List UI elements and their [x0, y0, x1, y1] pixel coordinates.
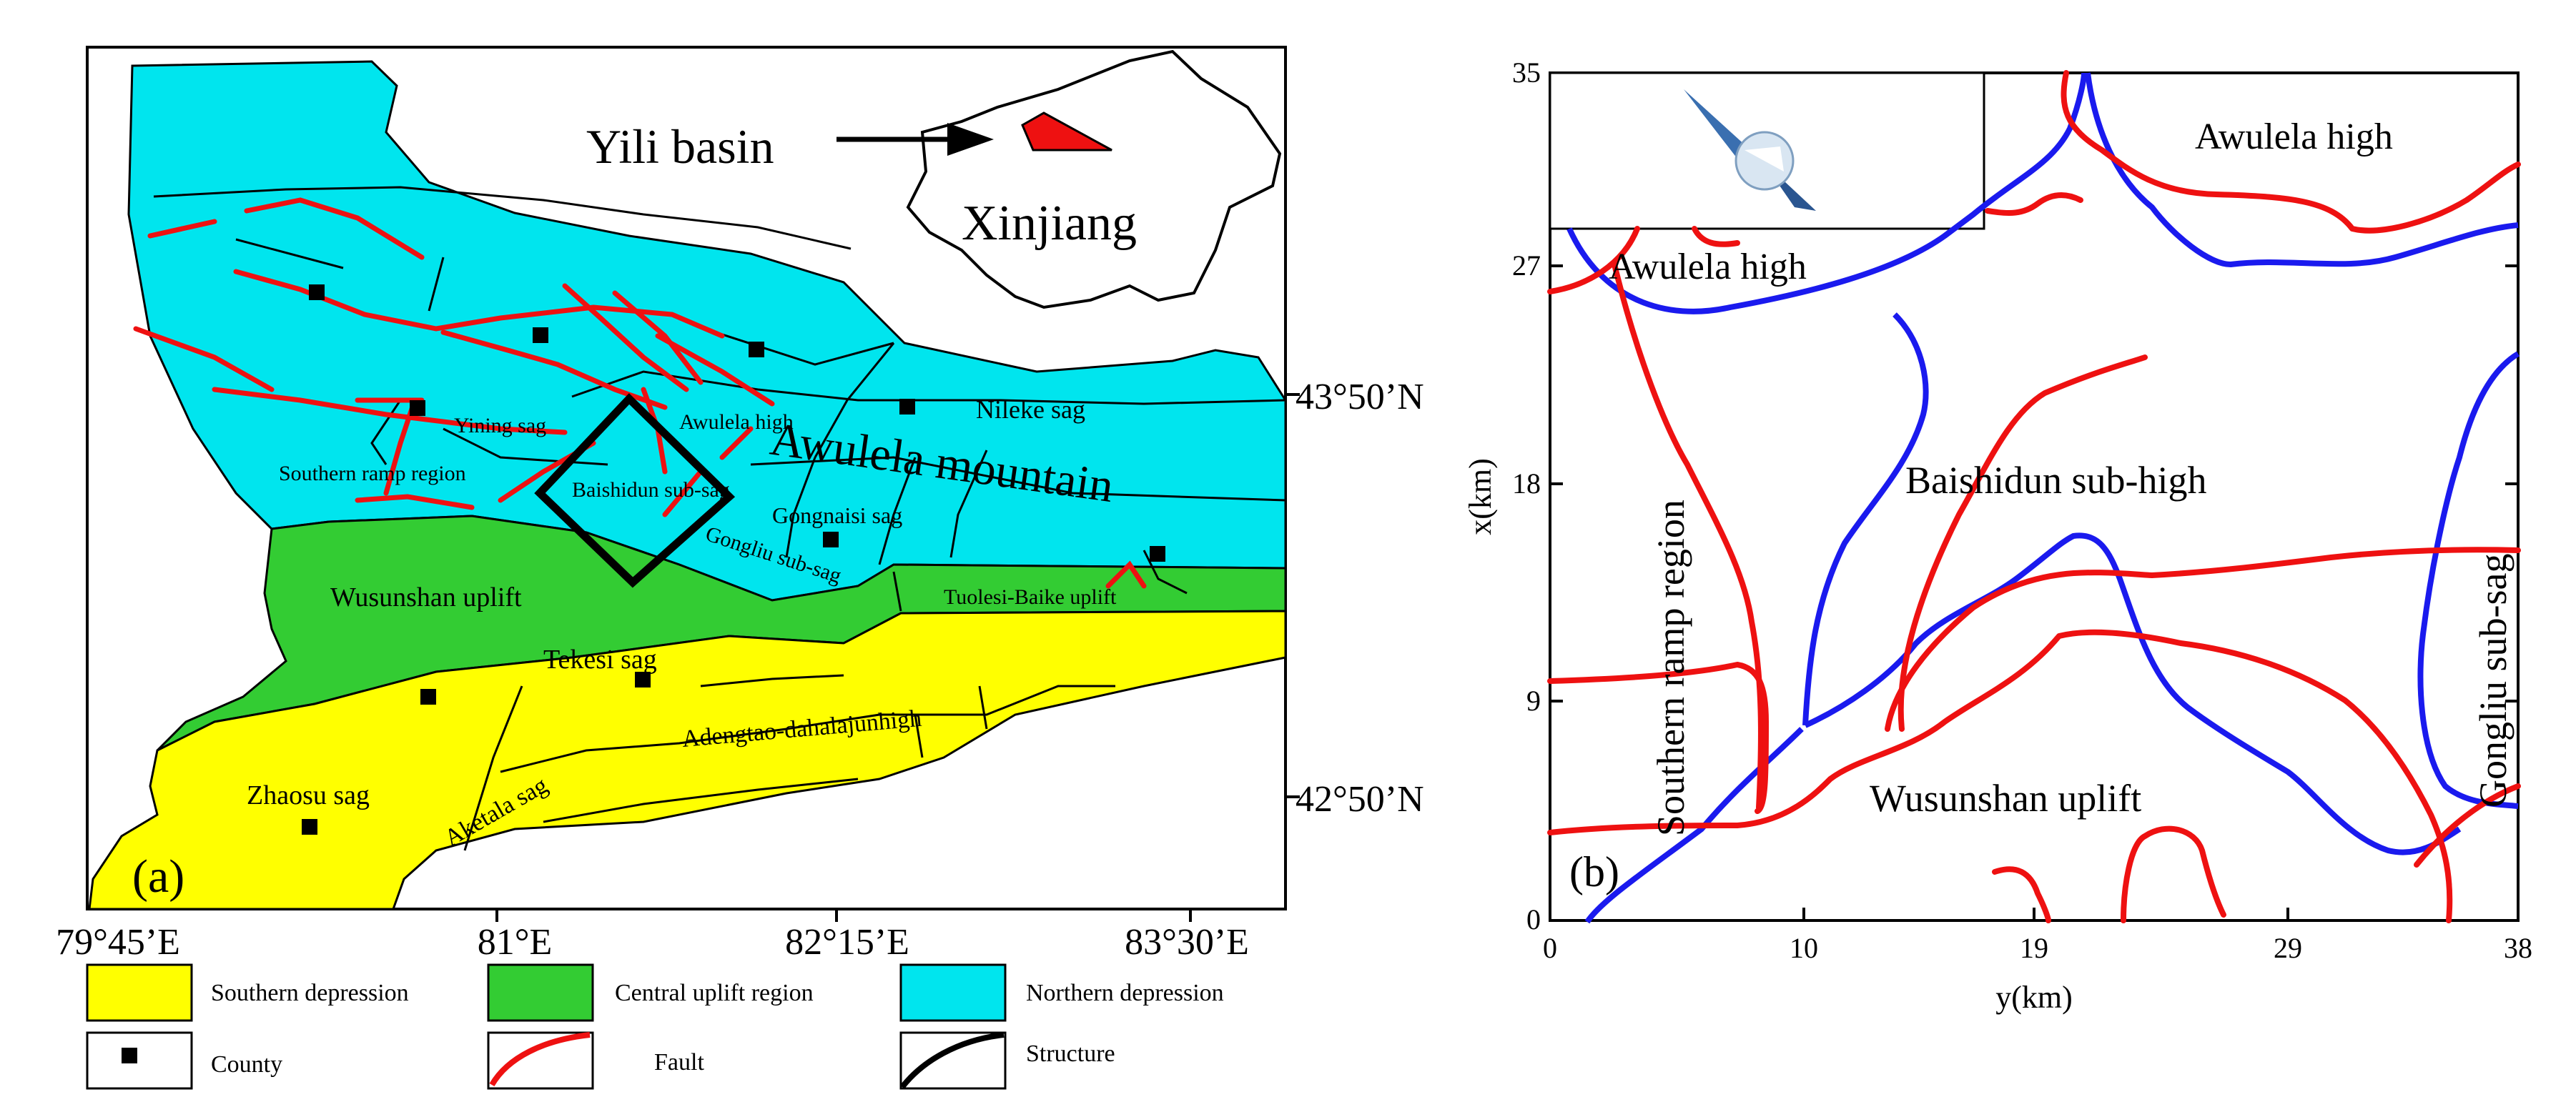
- label-tekesi-sag: Tekesi sag: [543, 645, 657, 675]
- panel-b-fault-lines: [1547, 70, 2521, 923]
- lon-tick-79-45: 79°45’E: [56, 922, 180, 963]
- legend: Southern depression Central uplift regio…: [86, 963, 1224, 1090]
- y-axis-label: x(km): [1463, 458, 1498, 535]
- label-awulela-high-left: Awulela high: [1609, 247, 1807, 287]
- y-tick-27: 27: [1512, 249, 1541, 282]
- legend-label-fault: Fault: [654, 1049, 704, 1076]
- county-marker: [420, 689, 436, 705]
- arrow-head-icon: [947, 123, 994, 156]
- southern-depression-area: [88, 610, 1287, 910]
- county-marker: [309, 284, 325, 300]
- label-yining-sag: Yining sag: [454, 414, 546, 437]
- label-gongliu-sub-sag-b: Gongliu sub-sag: [2472, 554, 2515, 808]
- fault-icon: [489, 1032, 591, 1087]
- county-marker: [749, 342, 764, 357]
- legend-label-structure: Structure: [1026, 1041, 1115, 1067]
- label-gongnaisi-sag: Gongnaisi sag: [772, 502, 902, 528]
- county-marker: [1150, 546, 1165, 562]
- county-marker: [533, 327, 548, 343]
- legend-swatch-northern-depression: [899, 963, 1007, 1022]
- structure-lines: [153, 186, 1286, 851]
- lat-tick-43-50: 43°50’N: [1296, 377, 1424, 417]
- x-tick-19: 19: [2020, 932, 2048, 964]
- inset-xinjiang-label: Xinjiang: [962, 196, 1137, 251]
- lat-tick-42-50: 42°50’N: [1296, 779, 1424, 820]
- county-icon: [122, 1048, 137, 1063]
- inset-yili-basin-label: Yili basin: [586, 119, 774, 174]
- legend-swatch-structure: [899, 1031, 1007, 1090]
- legend-label-central-uplift: Central uplift region: [615, 980, 814, 1006]
- y-tick-0: 0: [1526, 903, 1541, 935]
- x-tick-0: 0: [1543, 932, 1557, 964]
- x-tick-29: 29: [2274, 932, 2302, 964]
- panel-a-label: (a): [132, 850, 184, 903]
- label-tuolesi-baike-uplift: Tuolesi-Baike uplift: [944, 585, 1117, 609]
- legend-label-northern-depression: Northern depression: [1026, 980, 1224, 1006]
- panel-a-ticks: [495, 393, 1300, 922]
- county-marker: [899, 399, 915, 415]
- y-tick-18: 18: [1512, 467, 1541, 500]
- yili-basin-marker: [1021, 111, 1112, 152]
- legend-swatch-central-uplift: [487, 963, 594, 1022]
- panel-b-structure-lines: [1566, 72, 2520, 924]
- y-tick-35: 35: [1512, 56, 1541, 89]
- panel-b-map: [1547, 70, 2521, 924]
- legend-swatch-fault: [487, 1031, 594, 1090]
- x-tick-38: 38: [2504, 932, 2532, 964]
- county-marker: [635, 672, 651, 687]
- study-area-box: [534, 393, 736, 588]
- legend-label-southern-depression: Southern depression: [211, 980, 409, 1006]
- county-marker: [410, 400, 425, 416]
- label-nileke-sag: Nileke sag: [976, 395, 1085, 424]
- lon-tick-82-15: 82°15’E: [785, 922, 909, 963]
- label-southern-ramp-region-b: Southern ramp region: [1649, 500, 1692, 836]
- label-wusunshan-uplift-b: Wusunshan uplift: [1870, 777, 2141, 820]
- county-marker: [823, 532, 839, 547]
- legend-label-county: County: [211, 1051, 282, 1078]
- xinjiang-outline: [906, 49, 1282, 309]
- structure-icon: [899, 1032, 1005, 1089]
- xinjiang-inset: [837, 49, 1282, 309]
- label-awulela-high: Awulela high: [679, 410, 794, 434]
- label-awulela-high-top: Awulela high: [2195, 116, 2393, 157]
- label-baishidun-sub-high: Baishidun sub-high: [1905, 459, 2207, 502]
- panel-b-label: (b): [1569, 848, 1619, 895]
- label-wusunshan-uplift-a: Wusunshan uplift: [330, 582, 522, 612]
- legend-swatch-county: [86, 1031, 193, 1090]
- lon-tick-81: 81°E: [478, 922, 553, 963]
- label-zhaosu-sag: Zhaosu sag: [247, 780, 370, 810]
- y-tick-9: 9: [1526, 685, 1541, 717]
- lon-tick-83-30: 83°30’E: [1125, 922, 1249, 963]
- label-baishidun-sub-sag: Baishidun sub-sag: [572, 478, 730, 502]
- county-markers: [302, 284, 1165, 835]
- panel-a-map: [86, 46, 1287, 910]
- compass-icon: [1684, 89, 1816, 211]
- label-southern-ramp-region-a: Southern ramp region: [279, 462, 466, 485]
- legend-swatch-southern-depression: [86, 963, 193, 1022]
- panel-b-axis-ticks: [1549, 264, 2520, 920]
- county-marker: [302, 819, 317, 835]
- x-tick-10: 10: [1790, 932, 1818, 964]
- x-axis-label: y(km): [1995, 980, 2073, 1015]
